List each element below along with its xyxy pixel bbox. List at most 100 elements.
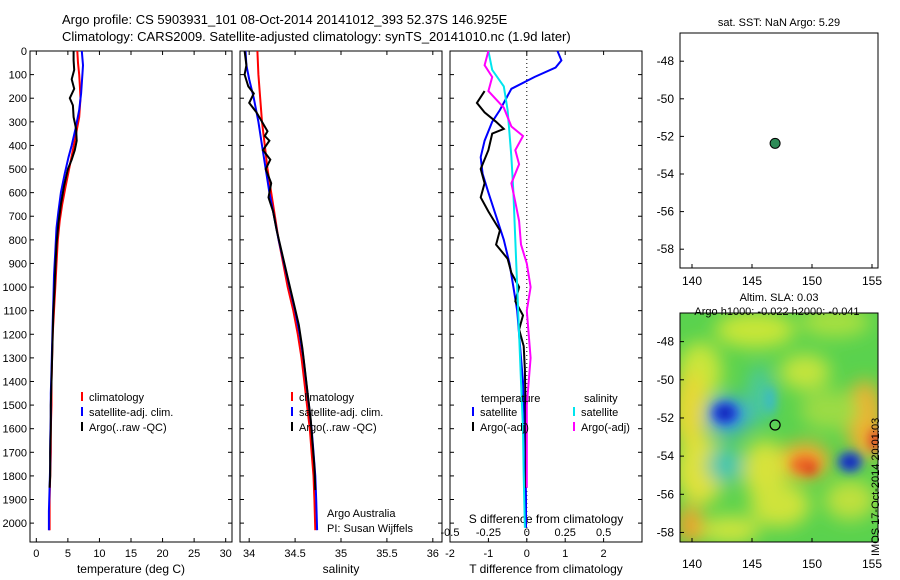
- y-tick-label: -52: [657, 129, 675, 143]
- x-tick-label: 1: [562, 548, 568, 560]
- sla-map-title-line1: Altim. SLA: 0.03: [740, 292, 819, 304]
- legend-heading-salinity: salinity: [584, 393, 618, 405]
- depth-tick-label: 1600: [3, 424, 27, 436]
- legend-label: Argo(..raw -QC): [299, 422, 377, 434]
- x-axis-label: salinity: [323, 562, 360, 576]
- depth-tick-label: 2000: [3, 518, 27, 530]
- x-tick-label: 5: [65, 548, 71, 560]
- series-line-1: [256, 50, 317, 531]
- heatmap-blob: [800, 390, 860, 430]
- depth-tick-label: 1700: [3, 447, 27, 459]
- x-tick-label: 35: [335, 548, 347, 560]
- x-tick-label: -2: [445, 548, 455, 560]
- y-tick-label: -54: [657, 449, 675, 463]
- heatmap-blob: [780, 354, 830, 390]
- heatmap-extreme: [844, 457, 856, 467]
- x-tick-label: 140: [682, 557, 702, 571]
- depth-tick-label: 1800: [3, 471, 27, 483]
- y-tick-label: -48: [657, 335, 675, 349]
- y-tick-label: -56: [657, 205, 675, 219]
- x-tick-label: 20: [156, 548, 168, 560]
- x-tick-label: 0: [33, 548, 39, 560]
- x-tick-label: 36: [427, 548, 439, 560]
- x-axis-label: temperature (deg C): [77, 562, 185, 576]
- legend-label: Argo(-adj): [480, 422, 529, 434]
- profile-title: Argo profile: CS 5903931_101 08-Oct-2014…: [62, 12, 508, 27]
- plot-frame-2: [239, 50, 443, 543]
- x-tick-label: 35.5: [376, 548, 397, 560]
- depth-tick-label: 1500: [3, 400, 27, 412]
- depth-tick-label: 300: [9, 117, 27, 129]
- y-tick-label: -58: [657, 242, 675, 256]
- x-tick-label: 150: [802, 274, 822, 288]
- y-tick-label: -58: [657, 525, 675, 539]
- heatmap-extreme: [765, 386, 775, 414]
- x-tick-label: 25: [188, 548, 200, 560]
- heatmap-blob: [707, 447, 743, 483]
- y-tick-label: -48: [657, 54, 675, 68]
- depth-tick-label: 1100: [3, 306, 27, 318]
- x-tick-label: 140: [682, 274, 702, 288]
- top-tick-label: 0: [524, 527, 530, 539]
- top-tick-label: 0.25: [554, 527, 575, 539]
- x-tick-label: -1: [484, 548, 494, 560]
- depth-tick-label: 0: [21, 46, 27, 58]
- depth-tick-label: 500: [9, 164, 27, 176]
- x-tick-label: 30: [220, 548, 232, 560]
- y-tick-label: -56: [657, 487, 675, 501]
- x-tick-label: 10: [93, 548, 105, 560]
- sla-map-frame: [679, 312, 879, 543]
- legend-label: satellite-adj. clim.: [299, 407, 383, 419]
- legend-label: Argo(-adj): [581, 422, 630, 434]
- x-tick-label: 145: [742, 557, 762, 571]
- depth-tick-label: 900: [9, 258, 27, 270]
- legend-heading-temperature: temperature: [481, 393, 540, 405]
- x-tick-label: 155: [862, 557, 882, 571]
- top-tick-label: -0.25: [476, 527, 501, 539]
- y-tick-label: -52: [657, 411, 675, 425]
- legend-label: climatology: [299, 392, 355, 404]
- series-line-4: [483, 50, 532, 488]
- sst-map-frame: [679, 32, 879, 269]
- series-line-1: [479, 50, 563, 528]
- x-tick-label: 15: [125, 548, 137, 560]
- top-tick-label: 0.5: [596, 527, 611, 539]
- x-tick-label: 155: [862, 274, 882, 288]
- y-tick-label: -50: [657, 92, 675, 106]
- heatmap-blob: [750, 483, 810, 527]
- heatmap-extremes: [712, 386, 878, 475]
- series-line-2: [244, 50, 319, 531]
- legend-label: satellite: [480, 407, 517, 419]
- heatmap-extreme: [803, 465, 817, 475]
- x-tick-label: 145: [742, 274, 762, 288]
- x-axis-label-top: S difference from climatology: [469, 512, 624, 526]
- sla-map-title-line2: Argo h1000: -0.022 h2000: -0.041: [694, 306, 859, 318]
- depth-tick-label: 1400: [3, 376, 27, 388]
- depth-tick-label: 200: [9, 93, 27, 105]
- series-line-3: [487, 50, 526, 528]
- depth-tick-label: 600: [9, 188, 27, 200]
- x-tick-label: 34.5: [284, 548, 305, 560]
- legend-label: satellite-adj. clim.: [89, 407, 173, 419]
- heatmap-extreme: [719, 408, 731, 418]
- heatmap-blob: [680, 505, 702, 542]
- legend-label: climatology: [89, 392, 145, 404]
- heatmap-blob: [700, 516, 760, 542]
- y-tick-label: -54: [657, 167, 675, 181]
- depth-tick-label: 1300: [3, 353, 27, 365]
- depth-tick-label: 1900: [3, 495, 27, 507]
- argo-position-marker: [769, 419, 781, 431]
- legend-label: Argo(..raw -QC): [89, 422, 167, 434]
- depth-tick-label: 1200: [3, 329, 27, 341]
- heatmap-blob: [825, 480, 875, 520]
- depth-tick-label: 800: [9, 235, 27, 247]
- imos-timestamp: IMOS 17-Oct-2014 20:01:03: [870, 417, 882, 556]
- x-tick-label: 34: [243, 548, 255, 560]
- sst-map-title: sat. SST: NaN Argo: 5.29: [718, 17, 840, 29]
- top-tick-label: -0.5: [441, 527, 460, 539]
- annotation-line1: Argo Australia: [327, 508, 396, 520]
- series-line-3: [48, 51, 78, 488]
- series-line-3: [243, 50, 317, 491]
- x-tick-label: 2: [601, 548, 607, 560]
- heatmap-blob: [748, 365, 772, 425]
